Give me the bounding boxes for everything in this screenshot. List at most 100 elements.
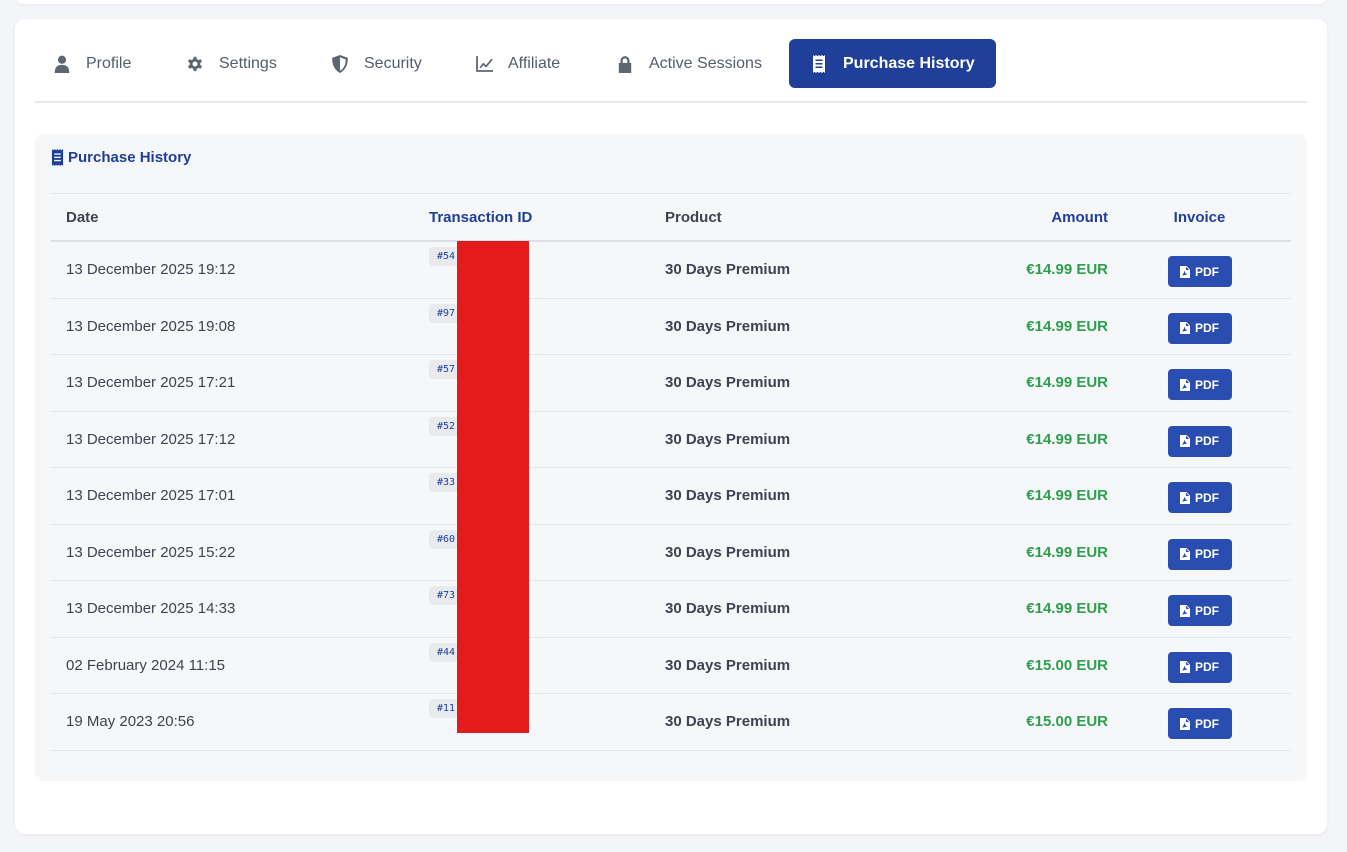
tab-security[interactable]: Security [331,39,422,88]
header-invoice: Invoice [1108,193,1291,242]
pdf-label: PDF [1195,716,1219,731]
row-product: 30 Days Premium [665,298,915,355]
date-text: 13 December 2025 19:12 [66,261,236,279]
file-pdf-icon [1180,322,1190,335]
row-invoice: PDF [1108,241,1291,299]
table-row: 13 December 2025 19:12 #54 30 Days Premi… [51,241,1291,299]
file-pdf-icon [1180,378,1190,391]
row-amount: €14.99 EUR [915,298,1108,355]
table-row: 13 December 2025 17:12 #52 30 Days Premi… [51,411,1291,468]
date-text: 13 December 2025 19:08 [66,317,236,335]
tab-purchase-history[interactable]: Purchase History [789,39,996,88]
row-date: 13 December 2025 17:21 [51,354,429,412]
transaction-id-badge: #11 [429,699,464,719]
tab-label: Profile [86,54,132,72]
tab-profile[interactable]: Profile [53,39,131,88]
pdf-download-button[interactable]: PDF [1167,651,1232,683]
header-date: Date [51,193,429,242]
row-product: 30 Days Premium [665,637,915,694]
transaction-id-badge: #60 [429,529,464,549]
table-header-row: Date Transaction ID Product Amount Invoi… [51,193,1291,242]
table-row: 02 February 2024 11:15 #44 30 Days Premi… [51,637,1291,694]
transaction-id-badge: #73 [429,586,464,606]
pdf-label: PDF [1195,434,1219,449]
row-date: 13 December 2025 17:12 [51,411,429,468]
row-product: 30 Days Premium [665,524,915,581]
row-date: 02 February 2024 11:15 [51,637,429,694]
pdf-download-button[interactable]: PDF [1167,425,1232,457]
row-invoice: PDF [1108,637,1291,694]
pdf-download-button[interactable]: PDF [1167,708,1232,740]
user-icon [53,55,71,73]
tab-active-sessions[interactable]: Active Sessions [616,39,762,88]
row-date: 19 May 2023 20:56 [51,693,429,751]
transaction-id-badge: #97 [429,303,464,323]
product-text: 30 Days Premium [665,317,791,335]
table-row: 13 December 2025 17:01 #33 30 Days Premi… [51,467,1291,525]
product-text: 30 Days Premium [665,656,791,674]
purchase-history-panel: Purchase History Date Transaction ID Pro… [35,134,1307,781]
amount-text: €14.99 EUR [1026,317,1108,335]
chart-line-icon [475,55,493,73]
pdf-download-button[interactable]: PDF [1167,538,1232,570]
row-invoice: PDF [1108,580,1291,638]
row-product: 30 Days Premium [665,354,915,412]
gear-icon [186,55,204,73]
row-amount: €14.99 EUR [915,354,1108,412]
amount-text: €14.99 EUR [1026,261,1108,279]
pdf-download-button[interactable]: PDF [1167,256,1232,288]
row-date: 13 December 2025 17:01 [51,467,429,525]
transaction-id-badge: #52 [429,416,464,436]
row-date: 13 December 2025 19:08 [51,298,429,355]
row-amount: €14.99 EUR [915,580,1108,638]
transaction-id-badge: #57 [429,360,464,380]
product-text: 30 Days Premium [665,600,791,618]
file-pdf-icon [1180,548,1190,561]
pdf-label: PDF [1195,490,1219,505]
product-text: 30 Days Premium [665,430,791,448]
row-invoice: PDF [1108,524,1291,581]
row-invoice: PDF [1108,693,1291,751]
tab-label: Settings [219,54,277,72]
row-amount: €14.99 EUR [915,524,1108,581]
tab-affiliate[interactable]: Affiliate [475,39,560,88]
account-tabs: Profile Settings Security Affiliate Acti [35,39,1307,103]
redaction-box [457,241,529,733]
file-pdf-icon [1180,265,1190,278]
amount-text: €15.00 EUR [1026,713,1108,731]
row-amount: €15.00 EUR [915,637,1108,694]
date-text: 19 May 2023 20:56 [66,713,195,731]
row-product: 30 Days Premium [665,580,915,638]
row-invoice: PDF [1108,354,1291,412]
row-amount: €15.00 EUR [915,693,1108,751]
previous-card-edge [15,0,1327,4]
date-text: 13 December 2025 17:21 [66,374,236,392]
panel-title: Purchase History [51,149,191,166]
transaction-id-badge: #33 [429,473,464,493]
date-text: 13 December 2025 14:33 [66,600,236,618]
header-transaction-id: Transaction ID [429,193,665,242]
pdf-label: PDF [1195,603,1219,618]
table-row: 13 December 2025 14:33 #73 30 Days Premi… [51,580,1291,638]
row-amount: €14.99 EUR [915,241,1108,299]
pdf-download-button[interactable]: PDF [1167,369,1232,401]
product-text: 30 Days Premium [665,261,791,279]
receipt-icon [51,149,64,166]
row-invoice: PDF [1108,411,1291,468]
date-text: 13 December 2025 17:12 [66,430,236,448]
amount-text: €15.00 EUR [1026,656,1108,674]
amount-text: €14.99 EUR [1026,487,1108,505]
tab-settings[interactable]: Settings [186,39,277,88]
shield-icon [331,54,349,73]
tab-label: Active Sessions [649,54,762,72]
row-product: 30 Days Premium [665,467,915,525]
panel-title-text: Purchase History [68,149,192,166]
table-body: 13 December 2025 19:12 #54 30 Days Premi… [51,241,1291,751]
pdf-download-button[interactable]: PDF [1167,595,1232,627]
transaction-id-badge: #44 [429,642,464,662]
row-product: 30 Days Premium [665,411,915,468]
table-row: 19 May 2023 20:56 #11 30 Days Premium €1… [51,693,1291,751]
pdf-download-button[interactable]: PDF [1167,482,1232,514]
account-card: Profile Settings Security Affiliate Acti [15,19,1327,834]
pdf-download-button[interactable]: PDF [1167,312,1232,344]
